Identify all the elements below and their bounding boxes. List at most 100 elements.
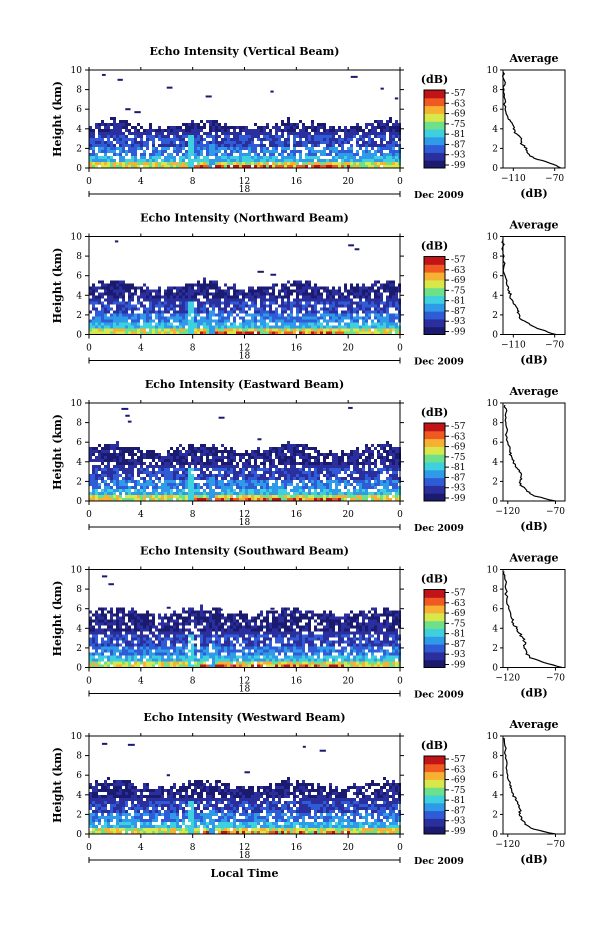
heatmap-cell [125,316,128,320]
heatmap-cell [263,453,266,456]
heatmap-cell [341,328,344,332]
heatmap-cell [98,319,101,323]
heatmap-cell [131,304,134,308]
heatmap-cell [176,289,179,293]
heatmap-cell [164,129,167,132]
heatmap-cell [254,295,257,299]
heatmap-cell [167,144,170,147]
heatmap-cell [317,150,320,153]
heatmap-cell [278,328,281,332]
heatmap-cell [383,126,386,129]
heatmap-cell [347,129,350,132]
heatmap-cell [113,643,116,647]
heatmap-cell [104,331,107,335]
heatmap-cell [317,328,320,332]
heatmap-cell [134,313,137,317]
heatmap-cell [374,153,377,156]
colorbar-frame [423,422,446,502]
heatmap-cell [320,165,323,168]
heatmap-cell [146,495,149,498]
heatmap-cell [152,147,155,150]
heatmap-cell [221,489,224,492]
heatmap-cell [332,474,335,477]
heatmap-cell [122,468,125,471]
heatmap-cell [191,123,194,126]
heatmap-cell [362,471,365,474]
heatmap-cell [386,120,389,123]
heatmap-cell [179,489,182,492]
heatmap-cell [92,153,95,156]
heatmap-cell [308,477,311,480]
heatmap-cell [98,129,101,132]
heatmap-cell [101,498,104,501]
heatmap-cell [251,156,254,159]
heatmap-cell [209,120,212,123]
heatmap-cell [248,498,251,501]
heatmap-cell [164,480,167,483]
heatmap-cell [290,123,293,126]
heatmap-cell [218,498,221,501]
heatmap-cell [134,637,137,641]
heatmap-cell [305,474,308,477]
heatmap-cell [176,474,179,477]
heatmap-cell [212,450,215,453]
heatmap-cell [305,456,308,459]
heatmap-cell [131,325,134,329]
heatmap-cell [92,141,95,144]
heatmap-cell [224,474,227,477]
heatmap-cell [338,165,341,168]
y-tick-label: 6 [76,438,82,448]
heatmap-cell [113,646,116,650]
heatmap-cell [107,486,110,489]
heatmap-cell [299,307,302,311]
heatmap-cell [194,292,197,296]
heatmap-cell [395,120,398,123]
heatmap-cell [143,643,146,647]
heatmap-cell [224,316,227,320]
panel-4 [85,566,566,697]
heatmap-cell [149,132,152,135]
heatmap-cell [347,313,350,317]
heatmap-cell [125,135,128,138]
heatmap-cell [353,471,356,474]
heatmap-cell [143,322,146,326]
heatmap-cell [299,289,302,293]
heatmap-cell [191,301,194,305]
heatmap-cell [371,138,374,141]
heatmap-cell [116,165,119,168]
heatmap-cell [335,289,338,293]
heatmap-cell [374,462,377,465]
heatmap-cell [350,135,353,138]
heatmap-cell [161,471,164,474]
heatmap-cell [278,489,281,492]
colorbar-segment [424,438,445,447]
heatmap-cell [305,289,308,293]
heatmap-cell [167,304,170,308]
heatmap-cell [305,147,308,150]
heatmap-cell [203,483,206,486]
heatmap-cell [167,153,170,156]
heatmap-cell [140,468,143,471]
heatmap-cell [206,298,209,302]
heatmap-cell [206,474,209,477]
heatmap-cell [149,123,152,126]
heatmap-cell [167,459,170,462]
heatmap-cell [143,304,146,308]
heatmap-cell [191,319,194,323]
heatmap-cell [284,453,287,456]
colorbar-tick-label: -69 [451,276,466,286]
heatmap-cell [116,610,119,614]
heatmap-cell [137,622,140,626]
heatmap-cell [95,649,98,653]
heatmap-cell [116,480,119,483]
heatmap-cell [215,304,218,308]
heatmap-cell [152,474,155,477]
heatmap-cell [395,286,398,290]
heatmap-cell [146,658,149,662]
heatmap-cell [290,165,293,168]
heatmap-cell [173,456,176,459]
heatmap-cell [215,322,218,326]
heatmap-cell [128,447,131,450]
heatmap-cell [113,286,116,290]
heatmap-cell [248,298,251,302]
